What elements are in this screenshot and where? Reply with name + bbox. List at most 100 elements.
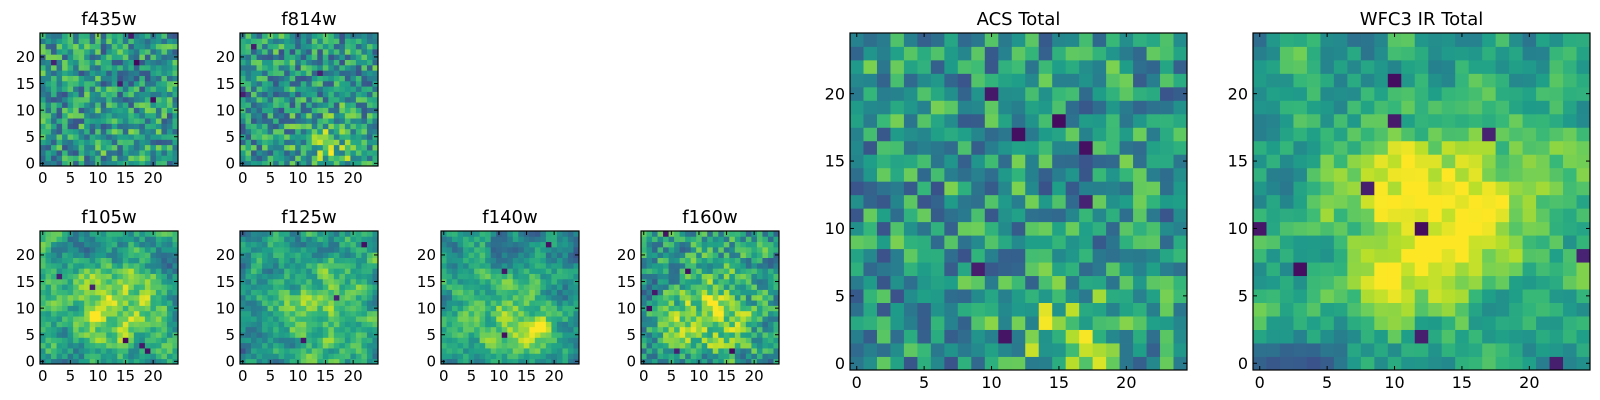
heatmap-cell xyxy=(773,268,780,274)
heatmap-cell xyxy=(166,134,173,140)
heatmap-cell xyxy=(240,64,246,71)
heatmap-cell xyxy=(452,348,458,354)
heatmap-cell xyxy=(745,300,752,306)
heatmap-cell xyxy=(251,316,257,322)
heatmap-cell xyxy=(496,241,503,248)
heatmap-cell xyxy=(707,353,714,360)
heatmap-cell xyxy=(1119,221,1134,236)
heatmap-cell xyxy=(957,208,972,223)
heatmap-cells xyxy=(40,231,179,365)
heatmap-cell xyxy=(295,305,302,312)
heatmap-cell xyxy=(1266,289,1281,303)
heatmap-cell xyxy=(1522,329,1537,344)
heatmap-cell xyxy=(278,321,285,328)
heatmap-cell xyxy=(1401,329,1416,344)
heatmap-cell xyxy=(262,118,268,124)
heatmap-cell xyxy=(56,236,63,243)
heatmap-cell xyxy=(1509,181,1523,196)
heatmap-cell xyxy=(40,268,46,274)
heatmap-cell xyxy=(518,278,525,285)
heatmap-cell xyxy=(740,257,747,264)
heatmap-cell xyxy=(767,284,774,290)
heatmap-cell xyxy=(463,337,469,344)
heatmap-cell xyxy=(712,358,719,365)
heatmap-cell xyxy=(67,305,74,312)
heatmap-cell xyxy=(273,91,280,98)
heatmap-cell xyxy=(551,310,558,317)
heatmap-cell xyxy=(355,289,362,296)
heatmap-cell xyxy=(1414,343,1429,357)
heatmap-cell xyxy=(1347,208,1362,223)
heatmap-cell xyxy=(1387,208,1402,223)
heatmap-cell xyxy=(300,134,307,140)
heatmap-cell xyxy=(1011,302,1026,317)
heatmap-cell xyxy=(751,342,758,349)
heatmap-cell xyxy=(1025,194,1040,209)
heatmap-cell xyxy=(652,316,658,322)
heatmap-cell xyxy=(876,140,891,155)
heatmap-cell xyxy=(1455,208,1470,223)
heatmap-cell xyxy=(139,289,146,296)
heatmap-cell xyxy=(45,337,52,344)
heatmap-cell xyxy=(117,257,124,264)
heatmap-cell xyxy=(701,337,708,344)
heatmap-cell xyxy=(534,342,541,349)
heatmap-cell xyxy=(1253,208,1267,223)
heatmap-cell xyxy=(317,289,324,296)
heatmap-cell xyxy=(1549,221,1564,236)
heatmap-cell xyxy=(1253,356,1267,371)
heatmap-cell xyxy=(729,268,736,274)
heatmap-cell xyxy=(339,118,346,124)
heatmap-cell xyxy=(646,273,653,280)
heatmap-cell xyxy=(172,337,179,344)
heatmap-cell xyxy=(474,321,481,328)
heatmap-cell xyxy=(144,342,151,349)
heatmap-cell xyxy=(62,96,68,103)
heatmap-cell xyxy=(256,33,263,39)
heatmap-cell xyxy=(1279,235,1294,250)
heatmap-cell xyxy=(957,356,972,371)
heatmap-cell xyxy=(245,155,252,162)
heatmap-cell xyxy=(723,342,730,349)
heatmap-cell xyxy=(350,321,357,328)
heatmap-cell xyxy=(366,337,373,344)
heatmap-cell xyxy=(89,75,96,82)
heatmap-cell xyxy=(339,353,346,360)
heatmap-cell xyxy=(45,262,52,269)
heatmap-cell xyxy=(128,332,135,338)
heatmap-cell xyxy=(95,118,102,124)
heatmap-cell xyxy=(767,310,774,317)
heatmap-cell xyxy=(172,144,179,151)
heatmap-cell xyxy=(1293,181,1308,196)
heatmap-cell xyxy=(267,326,274,333)
heatmap-cell xyxy=(971,127,986,142)
heatmap-cell xyxy=(100,43,107,50)
heatmap-cell xyxy=(1293,194,1308,209)
heatmap-cell xyxy=(311,321,318,328)
heatmap-cell xyxy=(452,300,458,306)
heatmap-cell xyxy=(89,257,96,264)
heatmap-cell xyxy=(311,150,318,156)
heatmap-cell xyxy=(556,337,563,344)
heatmap-cell xyxy=(84,59,91,66)
heatmap-cell xyxy=(67,134,74,140)
heatmap-cell xyxy=(534,332,541,338)
heatmap-cell xyxy=(1052,140,1067,155)
heatmap-cell xyxy=(273,139,280,146)
heatmap-cell xyxy=(161,294,168,301)
heatmap-cell xyxy=(767,252,774,258)
heatmap-cell xyxy=(355,358,362,365)
heatmap-cell xyxy=(333,59,340,66)
heatmap-cell xyxy=(51,139,57,146)
heatmap-cell xyxy=(144,48,151,55)
heatmap-cell xyxy=(62,80,68,87)
heatmap-cell xyxy=(344,75,351,82)
heatmap-cell xyxy=(1536,235,1550,250)
heatmap-cell xyxy=(84,139,91,146)
heatmap-cell xyxy=(139,96,146,103)
heatmap-cell xyxy=(890,113,905,128)
heatmap-cell xyxy=(729,262,736,269)
heatmap-cell xyxy=(166,112,173,119)
heatmap-cell xyxy=(73,160,80,167)
heatmap-cell xyxy=(106,160,113,167)
